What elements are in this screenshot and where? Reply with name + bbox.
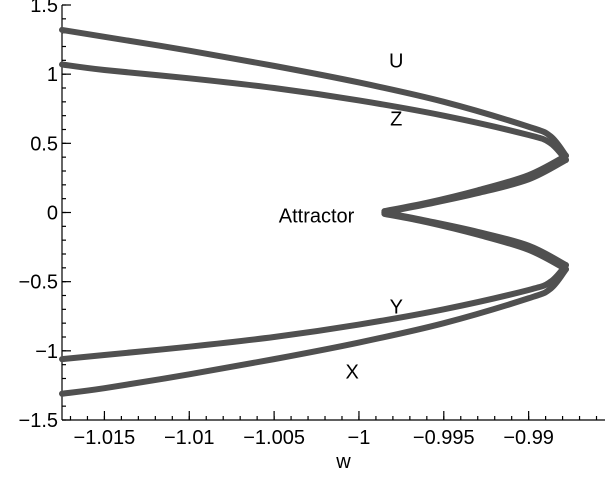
series-line-2 — [59, 61, 569, 163]
annotation-label: U — [389, 50, 403, 72]
x-tick-label: −1 — [348, 427, 371, 449]
annotation-label: X — [345, 362, 358, 384]
series-line-8 — [59, 266, 569, 397]
annotation-label: Attractor — [279, 205, 355, 227]
y-tick-label: 1.5 — [30, 0, 58, 17]
series-line-7 — [59, 262, 569, 363]
y-tick-label: −1.5 — [19, 410, 58, 432]
series-line-6 — [381, 209, 569, 269]
y-tick-label: −0.5 — [19, 272, 58, 294]
y-tick-label: −1 — [35, 341, 58, 363]
series-line-5 — [381, 210, 569, 273]
series-line-3 — [381, 152, 569, 215]
chart-axes: −1.015 −1.01 −1.005 −1 −0.995 −0.99 1.5 1 0.5 0 −0… — [19, 0, 605, 449]
y-tick-label: 1 — [47, 64, 58, 86]
x-tick-label: −0.995 — [413, 427, 475, 449]
x-tick-label: −0.99 — [503, 427, 554, 449]
y-tick-label: 0 — [47, 203, 58, 225]
series-line-4 — [381, 156, 569, 216]
chart-annotations: U Z Attractor Y X — [279, 50, 404, 383]
chart-curves — [59, 26, 569, 397]
annotation-label: Y — [390, 297, 403, 319]
x-tick-label: −1.015 — [74, 427, 136, 449]
y-tick-label: 0.5 — [30, 133, 58, 155]
x-tick-label: −1.005 — [243, 427, 305, 449]
annotation-label: Z — [390, 108, 402, 130]
x-tick-label: −1.01 — [164, 427, 215, 449]
series-line-1 — [59, 26, 569, 159]
x-axis-label: w — [335, 451, 351, 473]
